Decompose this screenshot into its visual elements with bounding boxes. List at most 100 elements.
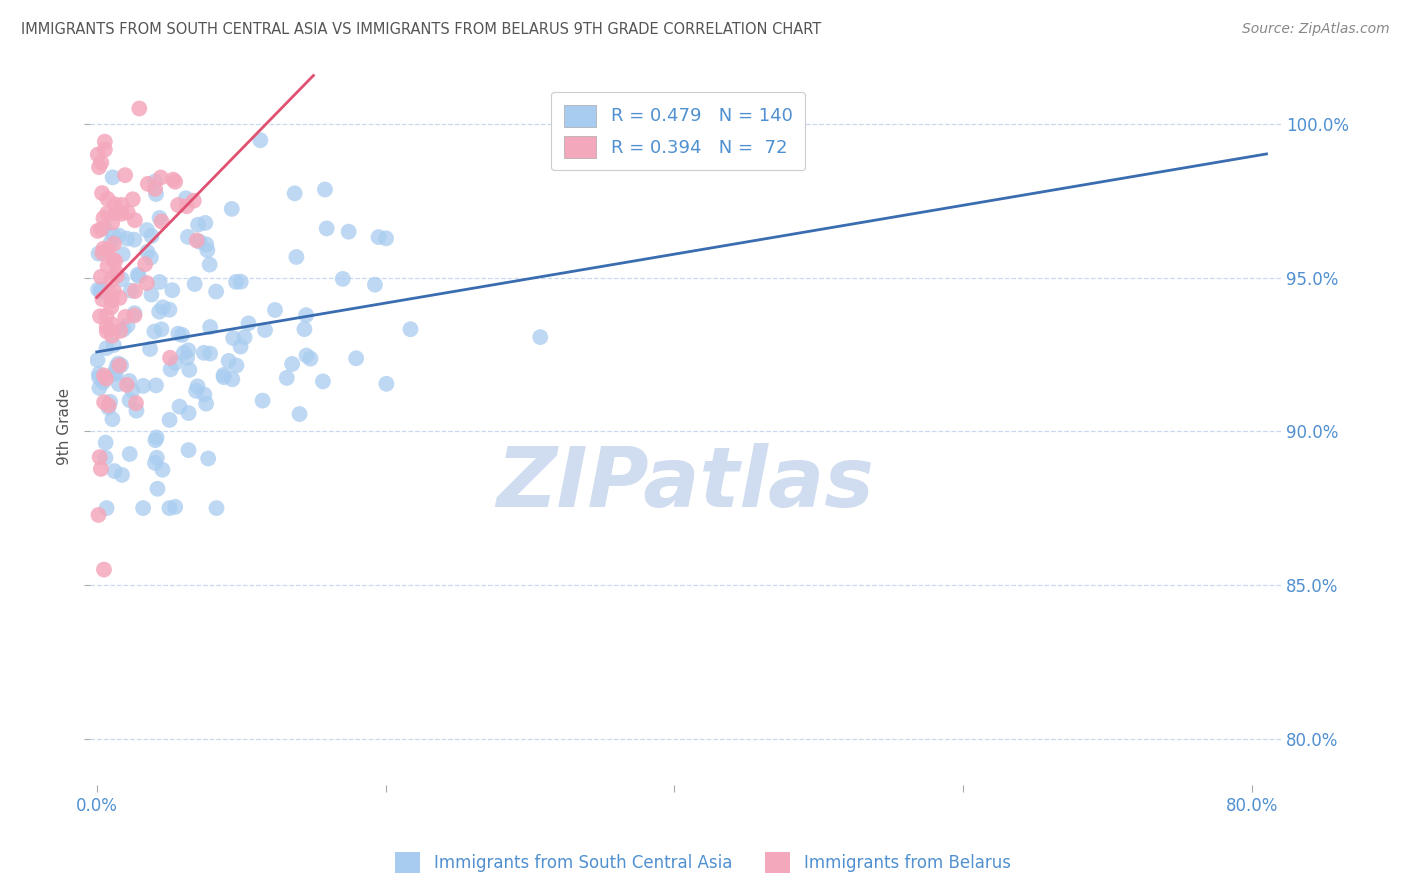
Point xyxy=(152,300,174,314)
Point xyxy=(87,160,110,174)
Point xyxy=(139,342,162,356)
Point xyxy=(148,304,170,318)
Point xyxy=(183,277,205,291)
Point xyxy=(111,467,134,482)
Point xyxy=(100,300,122,314)
Point xyxy=(141,229,163,244)
Point xyxy=(276,371,298,385)
Point xyxy=(183,194,205,208)
Point xyxy=(145,187,167,202)
Point xyxy=(159,302,181,317)
Point xyxy=(103,464,125,478)
Point xyxy=(136,223,159,237)
Point xyxy=(89,381,111,395)
Point xyxy=(179,363,201,377)
Point xyxy=(90,462,112,476)
Point xyxy=(104,365,127,379)
Point xyxy=(117,318,139,333)
Point xyxy=(91,292,114,306)
Point xyxy=(136,177,159,191)
Point xyxy=(143,182,166,196)
Point xyxy=(97,401,120,415)
Point xyxy=(146,450,169,465)
Point xyxy=(90,269,112,284)
Point xyxy=(375,376,398,391)
Text: ZIPatlas: ZIPatlas xyxy=(496,443,875,524)
Point xyxy=(105,265,128,279)
Point xyxy=(143,456,166,470)
Point xyxy=(94,143,117,157)
Point xyxy=(221,372,243,386)
Point xyxy=(332,272,354,286)
Point xyxy=(159,413,181,427)
Point xyxy=(159,362,181,376)
Point xyxy=(143,325,166,339)
Point xyxy=(94,450,117,465)
Point xyxy=(167,326,190,341)
Point xyxy=(367,230,389,244)
Point xyxy=(225,359,247,373)
Point xyxy=(205,285,228,299)
Point xyxy=(91,186,114,200)
Point xyxy=(93,563,115,577)
Point xyxy=(94,135,117,149)
Point xyxy=(252,393,274,408)
Point xyxy=(162,283,184,297)
Point xyxy=(364,277,387,292)
Point xyxy=(87,246,110,260)
Legend: Immigrants from South Central Asia, Immigrants from Belarus: Immigrants from South Central Asia, Immi… xyxy=(388,846,1018,880)
Point xyxy=(124,306,146,320)
Point xyxy=(152,463,174,477)
Point xyxy=(114,168,136,182)
Point xyxy=(98,394,121,409)
Point xyxy=(101,412,124,426)
Point xyxy=(93,395,115,409)
Point xyxy=(221,202,243,216)
Point xyxy=(225,275,247,289)
Point xyxy=(198,346,221,360)
Point xyxy=(110,324,132,338)
Point xyxy=(399,322,422,336)
Point xyxy=(97,243,120,257)
Point xyxy=(120,284,142,298)
Point xyxy=(103,285,125,299)
Point xyxy=(90,285,112,299)
Point xyxy=(112,322,135,336)
Point xyxy=(101,252,124,267)
Point xyxy=(135,276,157,290)
Point xyxy=(177,406,200,420)
Point xyxy=(124,284,146,298)
Point xyxy=(205,501,228,516)
Point xyxy=(93,368,115,383)
Point xyxy=(111,247,134,261)
Point xyxy=(111,198,134,212)
Point xyxy=(108,228,131,243)
Point xyxy=(314,182,336,196)
Point xyxy=(529,330,551,344)
Point xyxy=(97,398,120,412)
Point xyxy=(118,447,141,461)
Point xyxy=(176,351,198,365)
Point xyxy=(118,374,141,388)
Point xyxy=(229,340,252,354)
Point xyxy=(195,243,218,257)
Point xyxy=(264,303,287,318)
Point xyxy=(193,345,215,359)
Point xyxy=(187,379,209,393)
Point xyxy=(295,349,318,363)
Legend: R = 0.479   N = 140, R = 0.394   N =  72: R = 0.479 N = 140, R = 0.394 N = 72 xyxy=(551,92,806,170)
Point xyxy=(198,258,221,272)
Point xyxy=(177,443,200,458)
Point xyxy=(143,174,166,188)
Point xyxy=(91,375,114,389)
Point xyxy=(128,268,150,283)
Point xyxy=(104,197,127,211)
Point xyxy=(89,450,111,464)
Point xyxy=(195,237,218,252)
Point xyxy=(103,236,125,251)
Point xyxy=(105,268,128,283)
Point xyxy=(249,133,271,147)
Point xyxy=(96,320,118,334)
Point xyxy=(90,222,112,236)
Point xyxy=(186,234,208,248)
